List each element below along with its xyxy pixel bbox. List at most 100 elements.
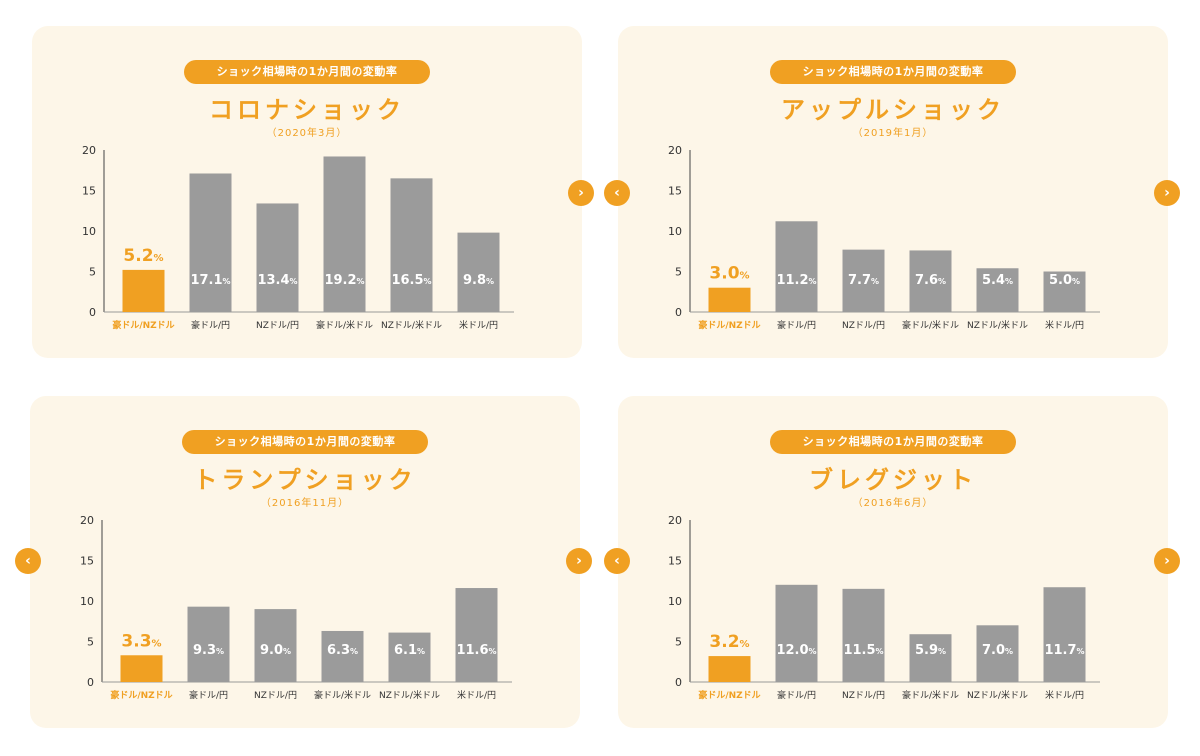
- y-tick-label: 0: [675, 676, 682, 689]
- bar-value-unit: %: [417, 647, 425, 656]
- bar-value-label: 7.7%: [848, 273, 879, 288]
- bar-value-label: 16.5%: [391, 273, 431, 288]
- chart-title: トランプショック: [193, 466, 417, 494]
- prev-arrow-icon[interactable]: ‹: [604, 180, 630, 206]
- chart-header-pill: ショック相場時の1か月間の変動率: [770, 430, 1016, 454]
- y-tick-label: 15: [668, 555, 682, 568]
- y-tick-label: 5: [89, 266, 96, 279]
- bar-chart: 0 5 10 15 20 3.2% 豪ドル/NZドル 12.0% 豪ドル/円 11.5% NZドル/…: [668, 514, 1100, 701]
- x-category-label: NZドル/円: [842, 320, 885, 331]
- x-category-label: 米ドル/円: [1045, 319, 1084, 331]
- x-category-label: 豪ドル/NZドル: [698, 689, 760, 701]
- x-category-label: NZドル/円: [254, 690, 297, 701]
- chart-card-corona: ショック相場時の1か月間の変動率 コロナショック （2020年3月） 0 5 10 1…: [32, 26, 582, 358]
- bar-value-unit: %: [871, 277, 879, 286]
- y-tick-label: 20: [668, 144, 682, 157]
- bar-value-unit: %: [489, 647, 497, 656]
- bar: [321, 630, 364, 682]
- bar: [976, 268, 1019, 312]
- bar-value-label: 9.8%: [463, 273, 494, 288]
- next-arrow-icon[interactable]: ›: [566, 548, 592, 574]
- x-category-label: 米ドル/円: [457, 689, 496, 701]
- x-category-label: 豪ドル/円: [191, 319, 230, 331]
- x-category-label: 豪ドル/円: [777, 689, 816, 701]
- prev-arrow-icon[interactable]: ‹: [15, 548, 41, 574]
- bar-chart: 0 5 10 15 20 3.3% 豪ドル/NZドル 9.3% 豪ドル/円 9.0% NZドル/円 6…: [80, 514, 512, 701]
- y-tick-label: 10: [82, 225, 96, 238]
- x-category-label: 豪ドル/NZドル: [698, 319, 760, 331]
- bar-value-label: 13.4%: [257, 273, 297, 288]
- bar: [254, 609, 297, 682]
- bar-value-unit: %: [809, 277, 817, 286]
- y-tick-label: 20: [668, 514, 682, 527]
- next-arrow-icon[interactable]: ›: [1154, 548, 1180, 574]
- bar: [323, 156, 366, 312]
- prev-arrow-icon[interactable]: ‹: [604, 548, 630, 574]
- bar-value-label: 5.0%: [1049, 273, 1080, 288]
- chart-subtitle: （2016年6月）: [852, 498, 934, 509]
- x-category-label: 豪ドル/NZドル: [112, 319, 174, 331]
- bar-value-label: 9.3%: [193, 643, 224, 658]
- bar-value-unit: %: [350, 647, 358, 656]
- bar-value-unit: %: [740, 271, 750, 282]
- highlight-bar: [708, 656, 751, 682]
- bar-value-unit: %: [876, 647, 884, 656]
- bar-value-label: 11.7%: [1044, 643, 1084, 658]
- chart-card-apple: ショック相場時の1か月間の変動率 アップルショック （2019年1月） 0 5 10…: [618, 26, 1168, 358]
- bar-value-unit: %: [740, 639, 750, 650]
- y-tick-label: 5: [675, 636, 682, 649]
- chart-subtitle: （2016年11月）: [260, 498, 350, 509]
- y-tick-label: 5: [675, 266, 682, 279]
- bar: [189, 173, 232, 312]
- bar-value-label: 3.3%: [121, 631, 161, 651]
- bar-value-label: 3.0%: [709, 264, 749, 284]
- bar: [455, 588, 498, 682]
- y-tick-label: 20: [80, 514, 94, 527]
- bar-value-label: 19.2%: [324, 273, 364, 288]
- bar: [842, 249, 885, 312]
- chart-header-pill: ショック相場時の1か月間の変動率: [770, 60, 1016, 84]
- bar: [1043, 271, 1086, 312]
- y-tick-label: 10: [668, 595, 682, 608]
- x-category-label: 豪ドル/円: [777, 319, 816, 331]
- x-category-label: 米ドル/円: [459, 319, 498, 331]
- bar: [909, 634, 952, 682]
- next-arrow-icon[interactable]: ›: [568, 180, 594, 206]
- bar-value-label: 3.2%: [709, 632, 749, 652]
- y-tick-label: 15: [80, 555, 94, 568]
- bar-value-unit: %: [223, 277, 231, 286]
- bar-value-label: 6.3%: [327, 643, 358, 658]
- bar: [256, 203, 299, 312]
- y-tick-label: 20: [82, 144, 96, 157]
- bar-value-label: 9.0%: [260, 643, 291, 658]
- chart-title: アップルショック: [781, 96, 1005, 124]
- bar-chart: 0 5 10 15 20 5.2% 豪ドル/NZドル 17.1% 豪ドル/円 13.4% NZドル/…: [82, 144, 514, 331]
- bar-value-label: 7.0%: [982, 643, 1013, 658]
- y-tick-label: 0: [89, 306, 96, 319]
- next-arrow-icon[interactable]: ›: [1154, 180, 1180, 206]
- bar-value-unit: %: [152, 638, 162, 649]
- y-tick-label: 0: [675, 306, 682, 319]
- x-category-label: 豪ドル/米ドル: [314, 689, 371, 701]
- highlight-bar: [708, 287, 751, 312]
- bar-value-unit: %: [1077, 647, 1085, 656]
- bar-value-unit: %: [809, 647, 817, 656]
- bar-value-unit: %: [486, 277, 494, 286]
- x-category-label: 豪ドル/米ドル: [902, 689, 959, 701]
- bar-value-unit: %: [357, 277, 365, 286]
- x-category-label: NZドル/円: [256, 320, 299, 331]
- bar-value-unit: %: [938, 277, 946, 286]
- x-category-label: NZドル/米ドル: [381, 319, 442, 331]
- bar-value-label: 5.9%: [915, 643, 946, 658]
- bar: [388, 632, 431, 682]
- x-category-label: NZドル/米ドル: [967, 689, 1028, 701]
- y-tick-label: 15: [668, 185, 682, 198]
- bar: [187, 606, 230, 682]
- bar: [842, 588, 885, 682]
- x-category-label: 豪ドル/NZドル: [110, 689, 172, 701]
- bar: [457, 232, 500, 312]
- bar: [909, 250, 952, 312]
- bar-value-label: 11.5%: [843, 643, 883, 658]
- x-category-label: 豪ドル/円: [189, 689, 228, 701]
- bar-value-label: 5.4%: [982, 273, 1013, 288]
